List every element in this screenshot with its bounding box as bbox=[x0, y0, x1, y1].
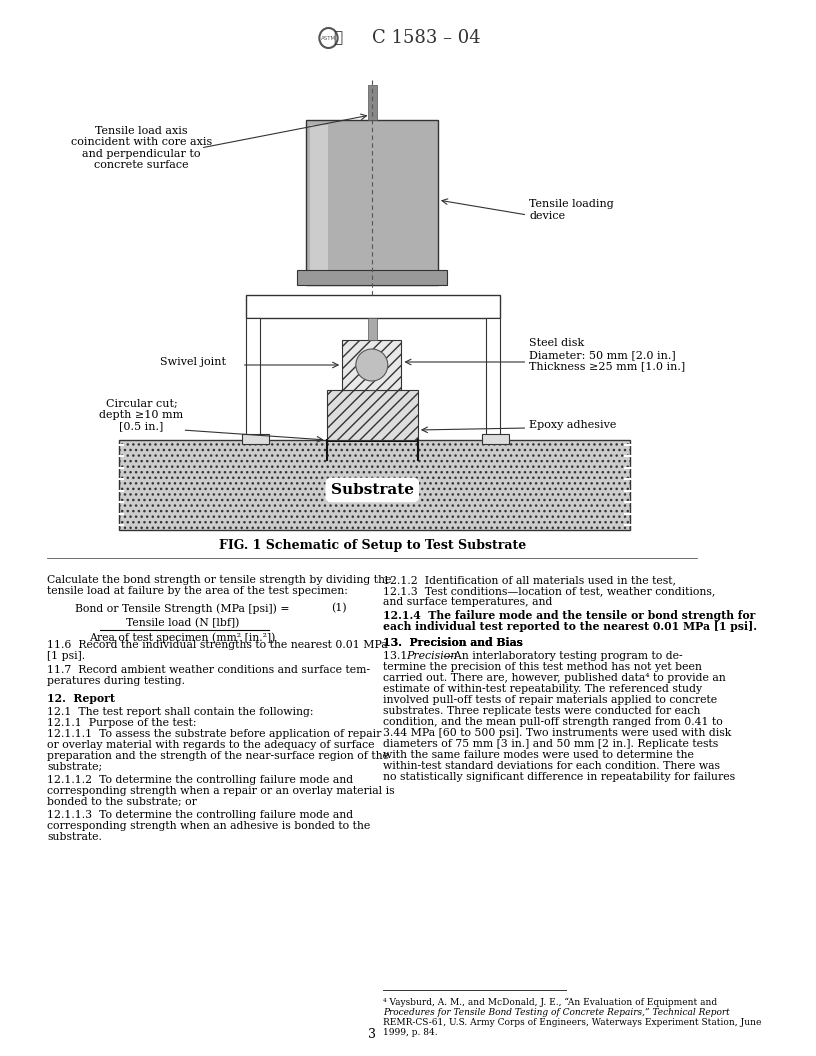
Text: FIG. 1 Schematic of Setup to Test Substrate: FIG. 1 Schematic of Setup to Test Substr… bbox=[219, 539, 526, 551]
Ellipse shape bbox=[356, 348, 388, 381]
Text: 12.1  The test report shall contain the following:: 12.1 The test report shall contain the f… bbox=[47, 708, 314, 717]
Text: Swivel joint: Swivel joint bbox=[160, 357, 226, 367]
Text: with the same failure modes were used to determine the: with the same failure modes were used to… bbox=[384, 750, 694, 760]
Bar bbox=[368, 318, 377, 340]
Text: Ⓜ: Ⓜ bbox=[333, 31, 342, 45]
Bar bbox=[118, 440, 630, 530]
Text: within-test standard deviations for each condition. There was: within-test standard deviations for each… bbox=[384, 761, 721, 771]
Text: ASTM: ASTM bbox=[321, 36, 336, 40]
Text: 12.1.1.3  To determine the controlling failure mode and: 12.1.1.3 To determine the controlling fa… bbox=[47, 810, 353, 821]
Text: carried out. There are, however, published data⁴ to provide an: carried out. There are, however, publish… bbox=[384, 673, 726, 683]
Text: Epoxy adhesive: Epoxy adhesive bbox=[530, 420, 617, 430]
Text: 12.1.2  Identification of all materials used in the test,: 12.1.2 Identification of all materials u… bbox=[384, 576, 676, 585]
Bar bbox=[296, 270, 447, 285]
Bar bbox=[306, 120, 438, 285]
Text: 11.7  Record ambient weather conditions and surface tem-: 11.7 Record ambient weather conditions a… bbox=[47, 665, 370, 675]
Text: and surface temperatures, and: and surface temperatures, and bbox=[384, 597, 552, 607]
Text: 3: 3 bbox=[368, 1029, 376, 1041]
Text: peratures during testing.: peratures during testing. bbox=[47, 676, 185, 686]
Text: or overlay material with regards to the adequacy of surface: or overlay material with regards to the … bbox=[47, 740, 375, 750]
Bar bbox=[366, 125, 378, 175]
Text: 12.  Report: 12. Report bbox=[47, 693, 115, 704]
Text: Tensile load (N [lbf]): Tensile load (N [lbf]) bbox=[126, 618, 239, 628]
Text: 3.44 MPa [60 to 500 psi]. Two instruments were used with disk: 3.44 MPa [60 to 500 psi]. Two instrument… bbox=[384, 728, 732, 738]
Text: ⁴ Vaysburd, A. M., and McDonald, J. E., “An Evaluation of Equipment and: ⁴ Vaysburd, A. M., and McDonald, J. E., … bbox=[384, 998, 717, 1007]
Bar bbox=[310, 125, 329, 280]
Text: 13.1: 13.1 bbox=[384, 650, 415, 661]
Text: involved pull-off tests of repair materials applied to concrete: involved pull-off tests of repair materi… bbox=[384, 695, 717, 705]
Text: (1): (1) bbox=[331, 603, 347, 614]
Text: 12.1.3  Test conditions—location of test, weather conditions,: 12.1.3 Test conditions—location of test,… bbox=[384, 586, 716, 596]
Bar bbox=[342, 340, 401, 390]
Text: —An interlaboratory testing program to de-: —An interlaboratory testing program to d… bbox=[442, 650, 682, 661]
Bar bbox=[326, 438, 418, 442]
Text: Calculate the bond strength or tensile strength by dividing the: Calculate the bond strength or tensile s… bbox=[47, 576, 392, 585]
Text: substrate.: substrate. bbox=[47, 832, 102, 842]
Text: Area of test specimen (mm² [in.²]): Area of test specimen (mm² [in.²]) bbox=[89, 631, 276, 642]
Bar bbox=[486, 318, 500, 440]
Text: REMR-CS-61, U.S. Army Corps of Engineers, Waterways Experiment Station, June: REMR-CS-61, U.S. Army Corps of Engineers… bbox=[384, 1018, 761, 1027]
Text: no statistically significant difference in repeatability for failures: no statistically significant difference … bbox=[384, 772, 735, 782]
Bar bbox=[326, 390, 418, 440]
Bar bbox=[242, 434, 269, 444]
Text: termine the precision of this test method has not yet been: termine the precision of this test metho… bbox=[384, 662, 702, 672]
Text: preparation and the strength of the near-surface region of the: preparation and the strength of the near… bbox=[47, 751, 389, 761]
Text: Bond or Tensile Strength (MPa [psi]) =: Bond or Tensile Strength (MPa [psi]) = bbox=[75, 603, 290, 614]
Text: substrate;: substrate; bbox=[47, 762, 103, 772]
Text: corresponding strength when a repair or an overlay material is: corresponding strength when a repair or … bbox=[47, 786, 395, 796]
Text: 12.1.1  Purpose of the test:: 12.1.1 Purpose of the test: bbox=[47, 718, 197, 728]
Text: each individual test reported to the nearest 0.01 MPa [1 psi].: each individual test reported to the nea… bbox=[384, 621, 757, 631]
Text: corresponding strength when an adhesive is bonded to the: corresponding strength when an adhesive … bbox=[47, 821, 370, 831]
Text: Steel disk
Diameter: 50 mm [2.0 in.]
Thickness ≥25 mm [1.0 in.]: Steel disk Diameter: 50 mm [2.0 in.] Thi… bbox=[530, 338, 685, 372]
Text: Substrate: Substrate bbox=[330, 483, 414, 497]
Bar bbox=[368, 84, 377, 120]
Text: 12.1.1.2  To determine the controlling failure mode and: 12.1.1.2 To determine the controlling fa… bbox=[47, 775, 353, 785]
Text: Precision: Precision bbox=[406, 650, 457, 661]
Text: Circular cut;
depth ≥10 mm
[0.5 in.]: Circular cut; depth ≥10 mm [0.5 in.] bbox=[100, 398, 184, 432]
Text: substrates. Three replicate tests were conducted for each: substrates. Three replicate tests were c… bbox=[384, 706, 701, 716]
Text: Procedures for Tensile Bond Testing of Concrete Repairs,” Technical Report: Procedures for Tensile Bond Testing of C… bbox=[384, 1008, 730, 1017]
Text: 1999, p. 84.: 1999, p. 84. bbox=[384, 1027, 438, 1037]
Text: 13.  Precision and Bias: 13. Precision and Bias bbox=[384, 637, 523, 648]
Text: Tensile loading
device: Tensile loading device bbox=[530, 200, 614, 221]
Text: 11.6  Record the individual strengths to the nearest 0.01 MPa: 11.6 Record the individual strengths to … bbox=[47, 640, 388, 650]
Text: diameters of 75 mm [3 in.] and 50 mm [2 in.]. Replicate tests: diameters of 75 mm [3 in.] and 50 mm [2 … bbox=[384, 739, 718, 749]
Bar bbox=[246, 318, 260, 440]
Text: condition, and the mean pull-off strength ranged from 0.41 to: condition, and the mean pull-off strengt… bbox=[384, 717, 723, 727]
Text: C 1583 – 04: C 1583 – 04 bbox=[372, 29, 481, 48]
Text: 12.1.4  The failure mode and the tensile or bond strength for: 12.1.4 The failure mode and the tensile … bbox=[384, 610, 756, 621]
Text: Tensile load axis
coincident with core axis
and perpendicular to
concrete surfac: Tensile load axis coincident with core a… bbox=[71, 126, 212, 170]
Bar bbox=[246, 295, 500, 318]
Text: 12.1.1.1  To assess the substrate before application of repair: 12.1.1.1 To assess the substrate before … bbox=[47, 729, 382, 739]
Text: estimate of within-test repeatability. The referenced study: estimate of within-test repeatability. T… bbox=[384, 684, 703, 694]
Bar bbox=[481, 434, 509, 444]
Text: bonded to the substrate; or: bonded to the substrate; or bbox=[47, 797, 197, 807]
Text: tensile load at failure by the area of the test specimen:: tensile load at failure by the area of t… bbox=[47, 586, 348, 596]
Text: [1 psi].: [1 psi]. bbox=[47, 650, 86, 661]
Text: 13.  Precision and Bias: 13. Precision and Bias bbox=[384, 637, 523, 648]
